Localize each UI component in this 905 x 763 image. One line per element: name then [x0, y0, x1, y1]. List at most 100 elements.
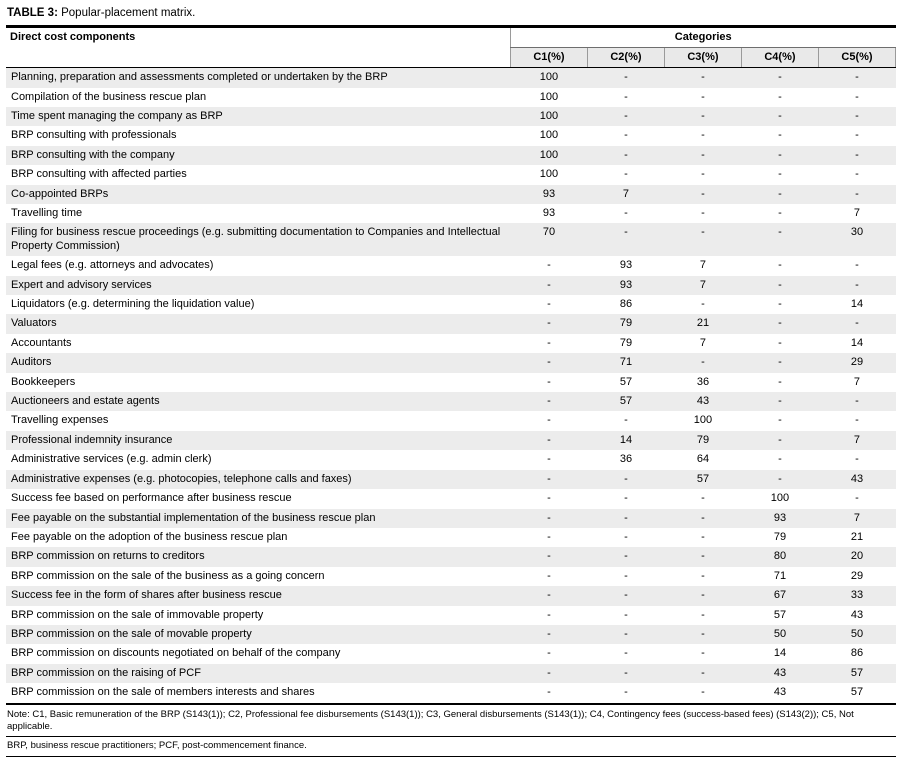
- table-row: Co-appointed BRPs 93 7 - - -: [6, 184, 896, 205]
- table-row: BRP consulting with the company 100 - - - -: [6, 145, 896, 166]
- table-note-category-definitions: Note: C1, Basic remuneration of the BRP …: [7, 708, 854, 732]
- cell-value: -: [701, 71, 705, 84]
- cell-value: 100: [539, 168, 559, 181]
- cell-value: -: [855, 148, 859, 161]
- table-title-label: TABLE 3:: [7, 7, 58, 19]
- cell-value: -: [547, 589, 551, 602]
- cell-value: -: [547, 259, 551, 272]
- cell-value: 57: [850, 686, 864, 699]
- table-row: BRP commission on the sale of immovable …: [6, 605, 896, 625]
- cell-value: -: [547, 608, 551, 621]
- cell-value: -: [778, 129, 782, 142]
- cell-value: -: [547, 298, 551, 311]
- cell-value: -: [778, 395, 782, 408]
- row-label: Valuators: [11, 317, 57, 330]
- table-row: Filing for business rescue proceedings (…: [6, 223, 896, 257]
- table-row: Fee payable on the substantial implement…: [6, 508, 896, 528]
- row-label: BRP commission on the sale of members in…: [11, 686, 315, 699]
- cell-value: -: [778, 90, 782, 103]
- table-row: Bookkeepers - 57 36 - 7: [6, 372, 896, 393]
- cell-value: 43: [850, 472, 864, 485]
- cell-value: 14: [619, 433, 633, 446]
- cell-value: 93: [773, 511, 787, 524]
- row-label: Legal fees (e.g. attorneys and advocates…: [11, 259, 214, 272]
- row-label: Success fee in the form of shares after …: [11, 589, 282, 602]
- cell-value: 100: [539, 109, 559, 122]
- cell-value: -: [778, 375, 782, 388]
- cell-value: -: [701, 168, 705, 181]
- table-row: Liquidators (e.g. determining the liquid…: [6, 295, 896, 315]
- cell-value: 100: [539, 129, 559, 142]
- row-label: BRP commission on the sale of immovable …: [11, 608, 264, 621]
- cell-value: 64: [696, 453, 710, 466]
- col-header-c3: C3(%): [663, 46, 742, 69]
- row-label: BRP commission on returns to creditors: [11, 550, 205, 563]
- cell-value: 29: [850, 569, 864, 582]
- table-title: TABLE 3: Popular-placement matrix.: [6, 4, 896, 25]
- cell-value: -: [701, 627, 705, 640]
- popular-placement-table: Direct cost components Categories C1(%) …: [6, 24, 897, 705]
- cell-value: -: [547, 433, 551, 446]
- row-label: Accountants: [11, 336, 72, 349]
- cell-value: -: [547, 453, 551, 466]
- cell-value: 71: [619, 356, 633, 369]
- cell-value: -: [855, 259, 859, 272]
- cell-value: 14: [773, 647, 787, 660]
- cell-value: 93: [619, 278, 633, 291]
- cell-value: -: [547, 317, 551, 330]
- cell-value: -: [701, 686, 705, 699]
- cell-value: 33: [850, 589, 864, 602]
- cell-value: -: [778, 71, 782, 84]
- cell-value: -: [701, 550, 705, 563]
- cell-value: -: [547, 336, 551, 349]
- cell-value: -: [547, 375, 551, 388]
- cell-value: -: [624, 414, 628, 427]
- table-row: Compilation of the business rescue plan 1…: [6, 87, 896, 107]
- cell-value: -: [701, 666, 705, 679]
- cell-value: -: [855, 395, 859, 408]
- cell-value: 100: [693, 414, 713, 427]
- cell-value: -: [855, 317, 859, 330]
- cell-value: 93: [542, 207, 556, 220]
- cell-value: -: [778, 207, 782, 220]
- cell-value: -: [778, 414, 782, 427]
- row-label: Expert and advisory services: [11, 278, 152, 291]
- cell-value: 43: [696, 395, 710, 408]
- table-row: Auctioneers and estate agents - 57 43 - -: [6, 392, 896, 412]
- table-row: Administrative services (e.g. admin cler…: [6, 450, 896, 470]
- row-label: Auditors: [11, 356, 52, 369]
- cell-value: -: [778, 148, 782, 161]
- cell-value: -: [624, 511, 628, 524]
- cell-value: 57: [696, 472, 710, 485]
- cell-value: 93: [619, 259, 633, 272]
- cell-value: 70: [542, 226, 556, 239]
- table-row: Accountants - 79 7 - 14: [6, 333, 896, 354]
- cell-value: -: [547, 569, 551, 582]
- cell-value: 80: [773, 550, 787, 563]
- cell-value: 100: [539, 148, 559, 161]
- cell-value: 29: [850, 356, 864, 369]
- cell-value: 7: [699, 278, 707, 291]
- cell-value: -: [855, 278, 859, 291]
- category-header-row: C1(%) C2(%) C3(%) C4(%) C5(%): [6, 46, 897, 69]
- cell-value: -: [624, 492, 628, 505]
- cell-value: -: [624, 472, 628, 485]
- table-note-abbreviations: BRP, business rescue practitioners; PCF,…: [6, 736, 896, 757]
- row-label: Time spent managing the company as BRP: [11, 109, 223, 122]
- cell-value: -: [701, 129, 705, 142]
- table-notes: Note: C1, Basic remuneration of the BRP …: [6, 705, 896, 757]
- cell-value: -: [701, 298, 705, 311]
- group-header-row: Direct cost components Categories: [6, 26, 896, 69]
- cell-value: 57: [773, 608, 787, 621]
- cell-value: 43: [850, 608, 864, 621]
- cell-value: -: [547, 686, 551, 699]
- cell-value: -: [547, 278, 551, 291]
- row-label: Travelling time: [11, 207, 83, 220]
- table-row: BRP commission on discounts negotiated o…: [6, 644, 896, 664]
- col-header-c2: C2(%): [586, 46, 665, 69]
- cell-value: 93: [542, 187, 556, 200]
- table-row: Time spent managing the company as BRP 10…: [6, 106, 896, 127]
- row-label: Liquidators (e.g. determining the liquid…: [11, 298, 255, 311]
- cell-value: 50: [850, 627, 864, 640]
